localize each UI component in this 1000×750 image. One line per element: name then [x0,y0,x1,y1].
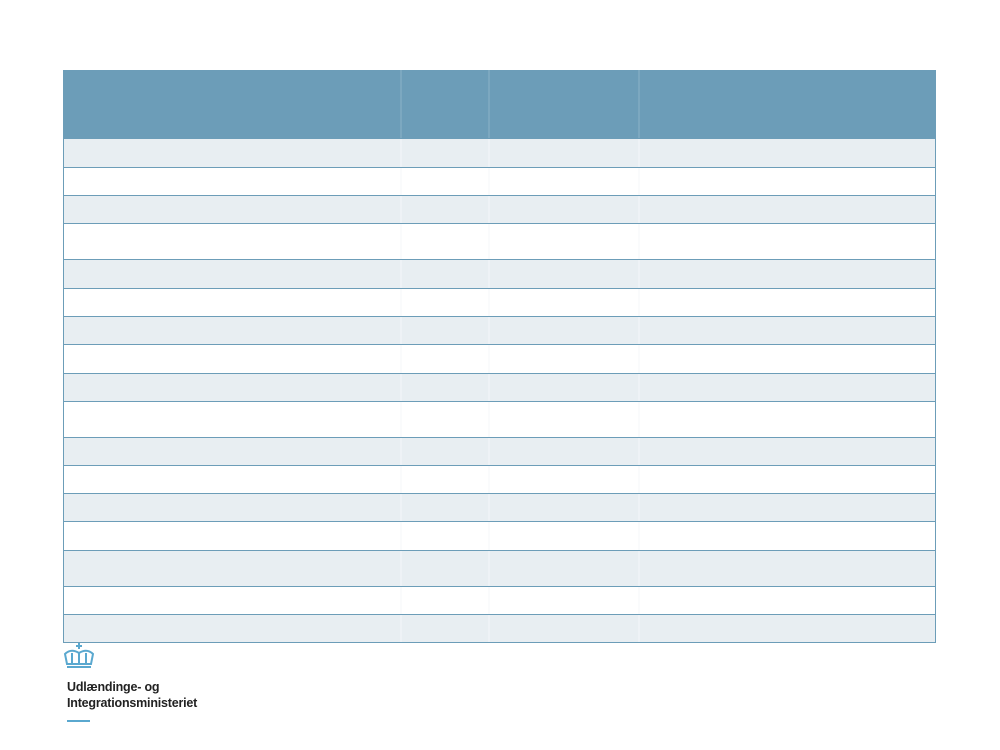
table-row [63,521,936,550]
table-row [63,167,936,195]
table-row [63,437,936,465]
table-row [63,138,936,167]
table-row [63,373,936,401]
header-row [63,70,936,138]
table-row [63,493,936,521]
table-row [63,195,936,223]
table-row [63,614,936,642]
table-row [63,401,936,437]
table-row [63,223,936,259]
logo-line: Udlændinge- og [67,680,160,694]
table-row [63,344,936,373]
table-row [63,465,936,493]
table-row [63,259,936,288]
table-row [63,316,936,344]
logo-underline [67,720,90,722]
table-row [63,586,936,614]
logo-line: Integrationsministeriet [67,696,198,710]
table-row [63,550,936,586]
table-row [63,288,936,316]
crown-icon [63,643,95,668]
